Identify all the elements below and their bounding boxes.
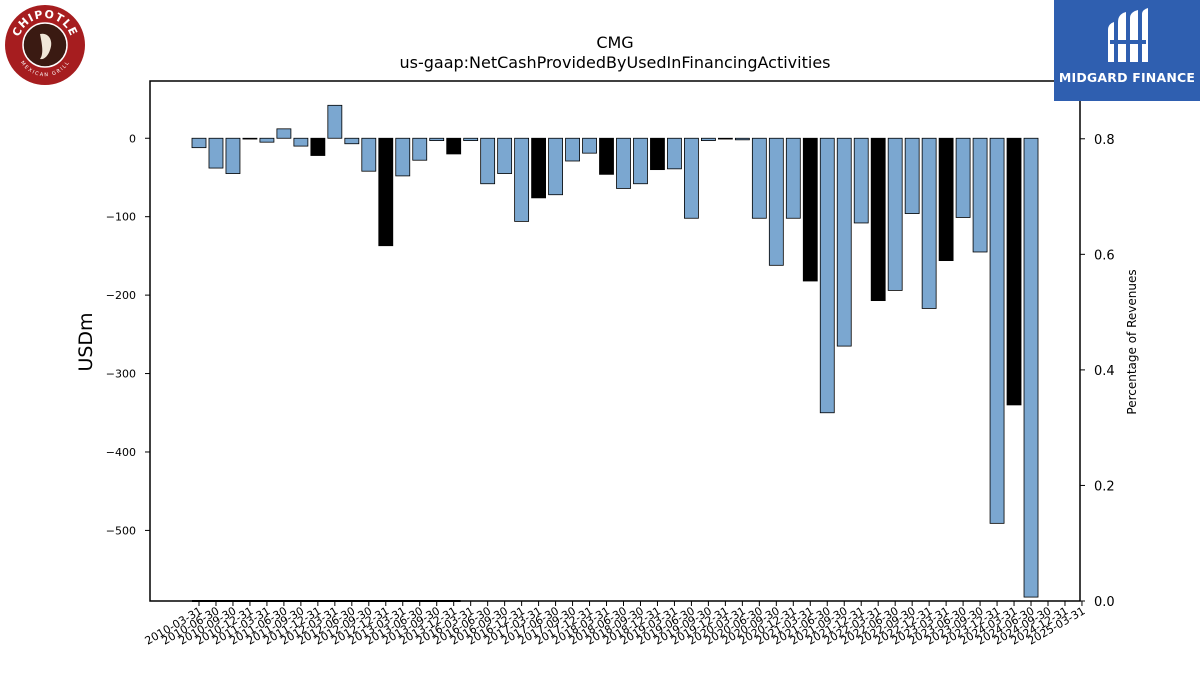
bar-2024-03-31 — [1006, 137, 1022, 406]
y-tick-label--500: −500 — [106, 524, 136, 537]
chart-subtitle: us-gaap:NetCashProvidedByUsedInFinancing… — [399, 53, 830, 72]
bar-2017-12-31 — [582, 137, 597, 154]
bar-2022-03-31 — [870, 137, 886, 302]
bar-2016-09-30 — [497, 137, 513, 174]
midgard-logo-mark — [1108, 8, 1148, 62]
bar-2022-09-30 — [904, 137, 920, 214]
chart-title: CMG — [596, 33, 633, 52]
bar-2019-06-30 — [684, 137, 699, 219]
y2-tick-label-0.2: 0.2 — [1094, 479, 1115, 494]
plot-frame — [149, 80, 1081, 602]
bar-2021-09-30 — [836, 137, 852, 347]
pepper-icon — [40, 33, 52, 60]
bar-2021-06-30 — [819, 137, 835, 414]
bar-2023-12-31 — [989, 137, 1005, 524]
bar-2011-06-30 — [276, 128, 292, 139]
bar-2024-06-30 — [1023, 137, 1039, 598]
bar-2010-06-30 — [208, 137, 224, 169]
bar-2013-03-31 — [395, 137, 411, 177]
bar-2020-12-31 — [785, 137, 801, 219]
bar-2016-03-31 — [463, 137, 479, 142]
chipotle-logo-mark: CHIPOTLE MEXICAN GRILL — [5, 5, 85, 85]
bar-2019-03-31 — [667, 137, 682, 170]
bar-2016-06-30 — [480, 137, 496, 185]
bar-2021-03-31 — [802, 137, 818, 282]
bar-2011-12-31 — [310, 137, 326, 156]
bar-2012-12-31 — [378, 137, 394, 247]
bar-2011-09-30 — [293, 137, 309, 147]
secondary-y-axis: 0.0 0.2 0.4 0.6 0.8 — [1080, 133, 1115, 610]
bar-2019-12-31 — [717, 137, 733, 140]
bar-2023-03-31 — [938, 137, 954, 262]
bar-2013-12-31 — [446, 137, 462, 155]
y2-tick-label-0.4: 0.4 — [1094, 364, 1115, 379]
y-axis: 0 −100 −200 −300 −400 −500 — [106, 132, 150, 537]
y-axis-label: USDm — [75, 312, 97, 371]
bar-2012-09-30 — [361, 137, 377, 172]
y-tick-label--300: −300 — [106, 368, 136, 381]
bars-group — [191, 104, 1039, 598]
bar-2023-06-30 — [955, 137, 971, 218]
y-tick-label--200: −200 — [106, 289, 136, 302]
bar-2023-09-30 — [972, 137, 988, 253]
bar-2022-12-31 — [921, 137, 937, 309]
bar-2019-09-30 — [701, 137, 716, 142]
midgard-finance-logo: MIDGARD FINANCE — [1054, 0, 1200, 101]
y2-tick-label-0.0: 0.0 — [1094, 595, 1115, 610]
bar-2018-12-31 — [650, 137, 665, 171]
bar-2018-09-30 — [633, 137, 648, 185]
bar-2020-03-31 — [734, 137, 750, 141]
x-axis: 2010-03-312010-06-302010-09-302010-12-31… — [143, 601, 1087, 648]
bar-2012-03-31 — [327, 104, 343, 139]
bar-2021-12-31 — [853, 137, 869, 224]
bar-2011-03-31 — [259, 137, 275, 143]
bar-2012-06-30 — [344, 137, 360, 145]
secondary-y-axis-label: Percentage of Revenues — [1125, 269, 1139, 414]
bar-2018-03-31 — [599, 137, 614, 175]
bar-2017-03-31 — [531, 137, 546, 199]
y-tick-label--400: −400 — [106, 446, 136, 459]
midgard-logo-text: MIDGARD FINANCE — [1058, 70, 1196, 85]
bar-2017-09-30 — [565, 137, 580, 162]
bar-2013-06-30 — [412, 137, 428, 161]
y2-tick-label-0.6: 0.6 — [1094, 248, 1115, 263]
bar-2013-09-30 — [429, 137, 445, 142]
y-tick-label-0: 0 — [129, 132, 136, 145]
bar-2010-03-31 — [191, 137, 207, 149]
chipotle-logo: CHIPOTLE MEXICAN GRILL — [4, 4, 86, 86]
bar-2022-06-30 — [887, 137, 903, 291]
bar-2016-12-31 — [514, 137, 530, 222]
bar-2018-06-30 — [616, 137, 631, 189]
bar-2010-09-30 — [225, 137, 241, 174]
bar-2017-06-30 — [548, 137, 563, 196]
y2-tick-label-0.8: 0.8 — [1094, 133, 1115, 148]
y-tick-label--100: −100 — [106, 211, 136, 224]
bar-2010-12-31 — [242, 137, 258, 140]
bar-2020-06-30 — [751, 137, 767, 219]
bar-2020-09-30 — [768, 137, 784, 266]
